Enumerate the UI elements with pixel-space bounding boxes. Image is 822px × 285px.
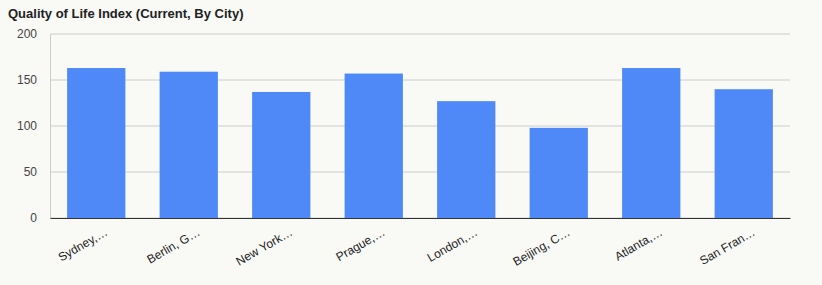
bar: [252, 92, 310, 218]
y-tick-label: 0: [30, 211, 37, 225]
x-tick-label: San Fran…: [697, 225, 757, 268]
y-tick: 50: [24, 165, 50, 179]
bar: [715, 89, 773, 218]
y-tick: 200: [17, 27, 50, 41]
x-tick-label: Prague,…: [334, 225, 388, 264]
bar: [437, 101, 495, 218]
x-axis: Sydney,… Berlin, G… New York… Prague,… Londo…: [51, 218, 791, 269]
x-axis-line: [51, 218, 791, 219]
x-tick: Sydney,…: [56, 218, 110, 264]
x-tick: Prague,…: [334, 218, 388, 264]
x-tick: Berlin, G…: [145, 218, 203, 267]
x-tick: New York…: [234, 218, 295, 269]
title: Quality of Life Index (Current, By City): [8, 6, 243, 21]
bar: [67, 68, 125, 218]
grid: [50, 34, 790, 218]
bars: [67, 68, 773, 218]
y-tick: 100: [17, 119, 50, 133]
grid-line: [50, 34, 790, 35]
y-tick-label: 150: [17, 73, 37, 87]
background: [0, 0, 822, 285]
x-tick-label: New York…: [234, 225, 295, 268]
y-tick-label: 50: [24, 165, 38, 179]
x-tick-label: Atlanta,…: [612, 225, 665, 263]
y-tick: 0: [30, 211, 50, 225]
x-tick: London,…: [425, 218, 480, 265]
y-tick-label: 200: [17, 27, 37, 41]
bar: [345, 74, 403, 218]
x-tick-label: Sydney,…: [56, 225, 110, 264]
x-tick-label: London,…: [425, 225, 480, 265]
y-axis: 0 50 100 150 200: [17, 27, 51, 225]
bar: [160, 72, 218, 218]
plot: 0 50 100 150 200 Sydney,… Berlin, G… New York… P…: [17, 27, 791, 269]
x-tick-label: Beijing, C…: [510, 225, 572, 269]
x-tick: Beijing, C…: [510, 218, 572, 269]
x-tick: San Fran…: [697, 218, 757, 268]
y-tick-label: 100: [17, 119, 37, 133]
bar: [530, 128, 588, 218]
x-tick-label: Berlin, G…: [145, 225, 203, 266]
x-tick: Atlanta,…: [612, 218, 665, 264]
y-axis-line: [50, 35, 51, 219]
chart: Quality of Life Index (Current, By City)…: [0, 0, 822, 285]
bar: [622, 68, 680, 218]
y-tick: 150: [17, 73, 50, 87]
